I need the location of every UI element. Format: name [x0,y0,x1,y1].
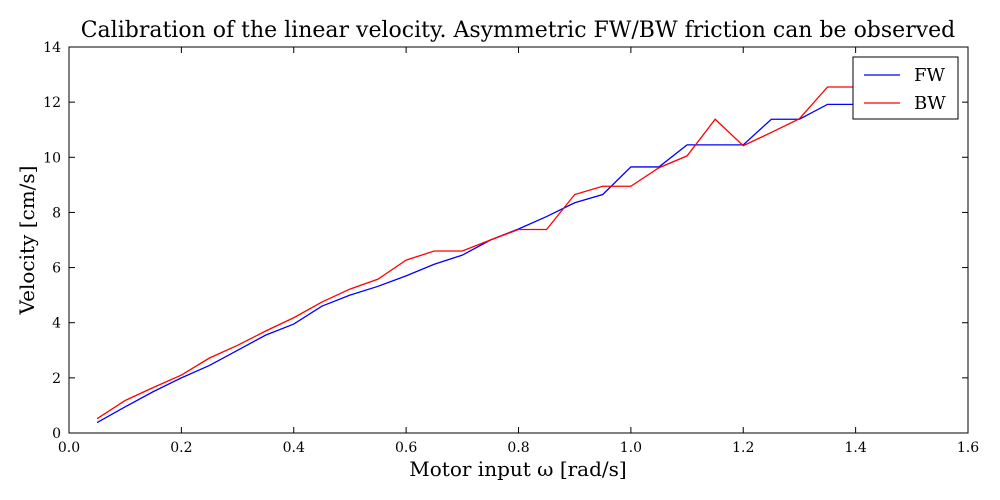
legend-label-fw: FW [914,65,945,86]
x-axis: 0.0 0.2 0.4 0.6 0.8 1.0 1.2 1.4 1.6 [58,47,979,456]
legend-label-bw: BW [914,93,946,114]
y-tick-label: 10 [43,150,61,166]
x-tick-label: 1.4 [844,440,866,456]
chart-title: Calibration of the linear velocity. Asym… [81,18,956,43]
x-tick-label: 1.6 [957,440,979,456]
x-tick-label: 0.2 [170,440,192,456]
legend-box [852,56,959,120]
y-tick-label: 14 [43,40,61,56]
y-axis-label: Velocity [cm/s] [15,166,39,316]
y-tick-label: 0 [52,426,61,442]
y-tick-label: 12 [43,95,61,111]
x-axis-label: Motor input ω [rad/s] [409,457,626,481]
x-tick-label: 1.0 [620,440,642,456]
x-tick-label: 0.8 [507,440,529,456]
x-tick-label: 0.6 [395,440,417,456]
y-tick-label: 6 [52,261,61,277]
y-tick-label: 4 [52,316,61,332]
y-tick-label: 2 [52,371,61,387]
x-tick-label: 0.0 [58,440,80,456]
series-layer [96,86,856,424]
y-axis: 0 2 4 6 8 10 12 14 [43,40,968,442]
legend: FW BW [852,56,959,120]
x-tick-label: 1.2 [732,440,754,456]
series-line-fw [96,103,856,424]
y-tick-label: 8 [52,205,61,221]
x-tick-label: 0.4 [283,440,305,456]
series-line-bw [96,86,856,420]
